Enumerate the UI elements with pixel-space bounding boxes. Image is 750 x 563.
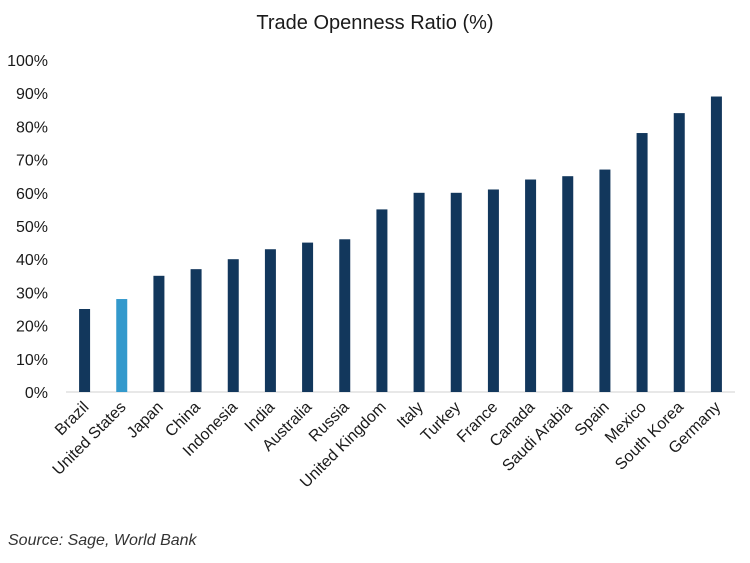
bar-south-korea bbox=[673, 113, 685, 393]
bar-united-states bbox=[116, 299, 128, 392]
y-tick-label: 30% bbox=[16, 285, 48, 302]
bar-canada bbox=[525, 179, 537, 392]
y-tick-label: 0% bbox=[25, 385, 48, 402]
bar-mexico bbox=[636, 133, 648, 393]
bar-saudi-arabia bbox=[562, 176, 574, 392]
bar-indonesia bbox=[227, 259, 239, 392]
bar-united-kingdom bbox=[376, 209, 388, 392]
y-tick-label: 80% bbox=[16, 119, 48, 136]
chart-title: Trade Openness Ratio (%) bbox=[256, 12, 494, 34]
bar-spain bbox=[599, 169, 611, 392]
bar-india bbox=[264, 249, 276, 392]
y-tick-label: 70% bbox=[16, 153, 48, 170]
y-axis-ticks: 0% 10% 20% 30% 40% 50% 60% 70% 80% 90% 100% bbox=[7, 53, 48, 402]
y-tick-label: 100% bbox=[7, 53, 48, 70]
bar-china bbox=[190, 269, 202, 392]
x-tick-label: Italy bbox=[394, 399, 427, 432]
bar-germany bbox=[710, 96, 722, 393]
bar-brazil bbox=[79, 309, 91, 392]
bar-turkey bbox=[450, 192, 462, 392]
y-tick-label: 10% bbox=[16, 352, 48, 369]
y-tick-label: 90% bbox=[16, 86, 48, 103]
bars bbox=[79, 96, 722, 393]
y-tick-label: 60% bbox=[16, 186, 48, 203]
bar-france bbox=[487, 189, 499, 392]
bar-italy bbox=[413, 192, 425, 392]
bar-australia bbox=[302, 242, 314, 392]
source-note: Source: Sage, World Bank bbox=[8, 532, 197, 549]
y-tick-label: 40% bbox=[16, 252, 48, 269]
x-tick-label: Japan bbox=[124, 399, 167, 442]
bar-russia bbox=[339, 239, 351, 392]
y-tick-label: 20% bbox=[16, 319, 48, 336]
bar-japan bbox=[153, 275, 165, 392]
y-tick-label: 50% bbox=[16, 219, 48, 236]
